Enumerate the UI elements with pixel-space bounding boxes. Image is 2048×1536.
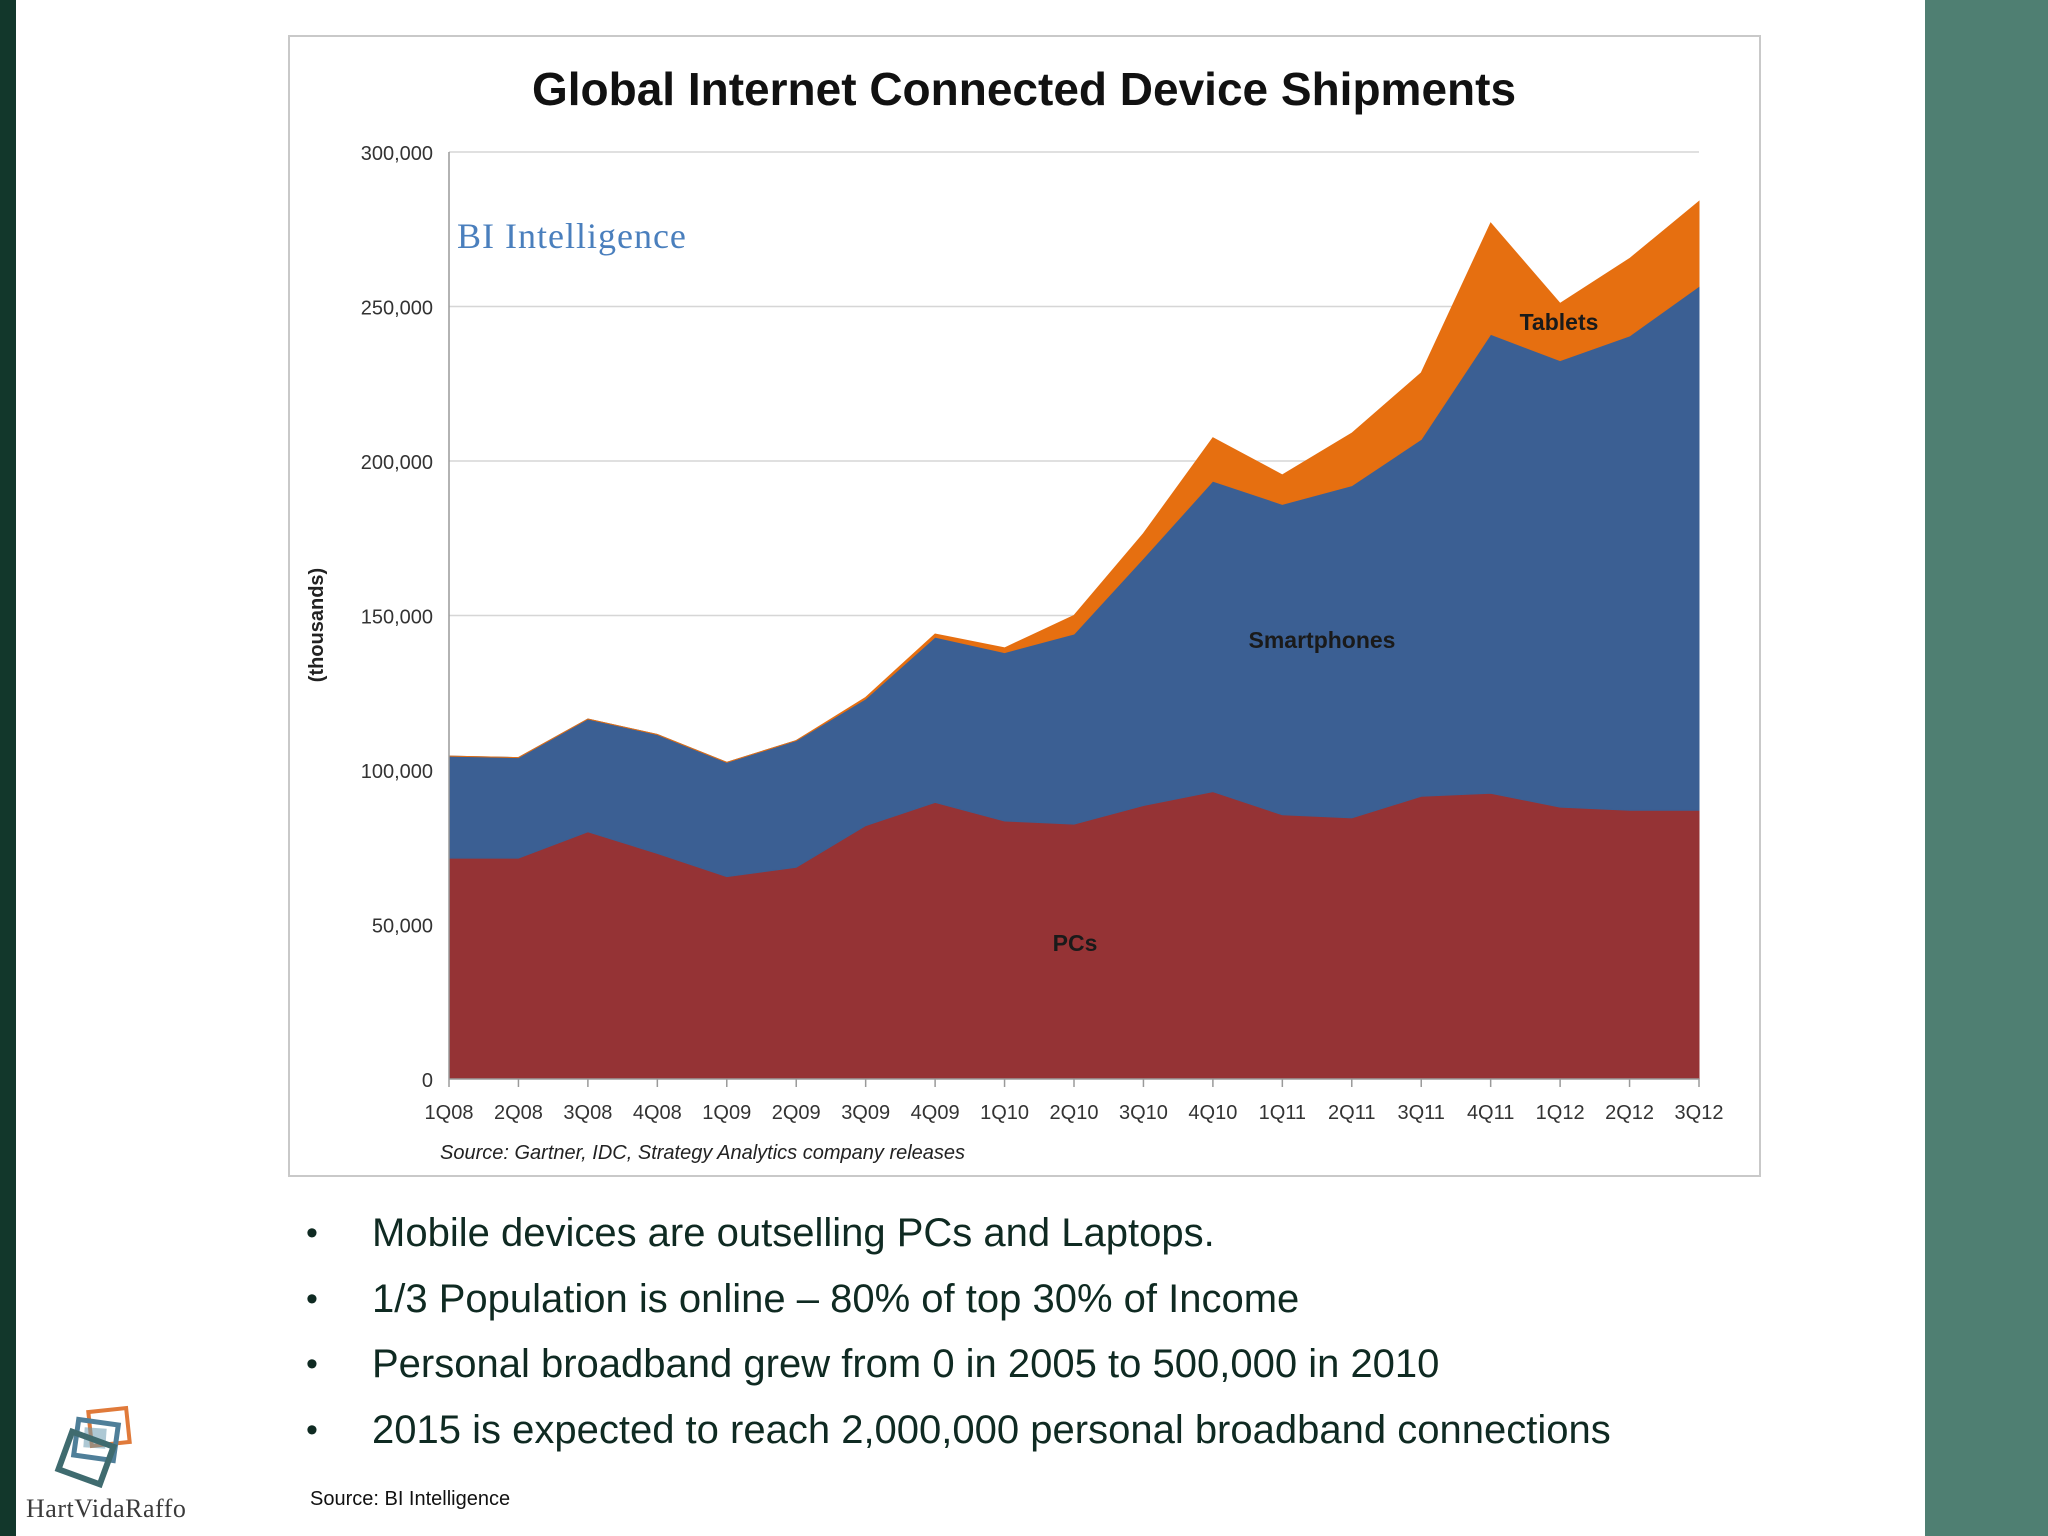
x-tick-label: 3Q08 — [563, 1102, 612, 1124]
bullet-item: 1/3 Population is online – 80% of top 30… — [300, 1271, 1750, 1337]
area-tablets — [448, 200, 1700, 763]
bullet-list: Mobile devices are outselling PCs and La… — [300, 1205, 1750, 1467]
x-tick-label: 1Q08 — [425, 1102, 474, 1124]
x-tick-label: 1Q10 — [980, 1102, 1029, 1124]
left-accent-bar — [0, 0, 16, 1536]
right-accent-bar — [1925, 0, 2048, 1536]
x-tick-label: 3Q12 — [1675, 1102, 1724, 1124]
x-tick-label: 4Q10 — [1188, 1102, 1237, 1124]
x-tick-label: 3Q09 — [841, 1102, 890, 1124]
bullet-item: Mobile devices are outselling PCs and La… — [300, 1205, 1750, 1271]
x-tick-label: 1Q09 — [702, 1102, 751, 1124]
y-tick-label: 200,000 — [361, 452, 433, 474]
x-tick-label: 3Q11 — [1397, 1102, 1444, 1124]
gridlines: 0 50,000 100,000 150,000 200,000 250,000 300,0… — [361, 143, 1699, 1092]
x-tick-label: 3Q10 — [1119, 1102, 1168, 1124]
area-smartphones — [448, 285, 1700, 878]
x-tick-label: 4Q11 — [1467, 1102, 1514, 1124]
chart-title: Global Internet Connected Device Shipmen… — [532, 63, 1516, 115]
x-tick-label: 1Q12 — [1536, 1102, 1585, 1124]
x-tick-label: 4Q09 — [911, 1102, 960, 1124]
axes: 1Q08 2Q08 3Q08 4Q08 1Q09 2Q09 3Q09 4Q09 1Q10 2Q10… — [425, 152, 1724, 1124]
y-tick-label: 0 — [422, 1070, 433, 1092]
logo-mark-icon — [54, 1405, 132, 1489]
x-tick-label: 2Q11 — [1328, 1102, 1375, 1124]
y-tick-label: 50,000 — [372, 916, 433, 938]
y-tick-label: 300,000 — [361, 143, 433, 165]
x-tick-label: 2Q10 — [1050, 1102, 1099, 1124]
series-label-pcs: PCs — [1053, 930, 1098, 956]
series-label-tablets: Tablets — [1520, 309, 1599, 335]
company-logo: HartVidaRaffo — [26, 1402, 226, 1523]
logo-wordmark: HartVidaRaffo — [26, 1494, 187, 1523]
x-tick-label: 1Q11 — [1259, 1102, 1306, 1124]
chart-frame: Global Internet Connected Device Shipmen… — [288, 35, 1761, 1177]
bullet-item: 2015 is expected to reach 2,000,000 pers… — [300, 1402, 1750, 1468]
chart-watermark: BI Intelligence — [457, 216, 687, 256]
slide-source: Source: BI Intelligence — [310, 1488, 511, 1510]
x-tick-label: 2Q09 — [772, 1102, 821, 1124]
chart-source-note: Source: Gartner, IDC, Strategy Analytics… — [440, 1142, 965, 1164]
x-tick-label: 4Q08 — [633, 1102, 682, 1124]
area-chart: Global Internet Connected Device Shipmen… — [306, 63, 1724, 1164]
series-label-smartphones: Smartphones — [1249, 627, 1396, 653]
y-axis-label: (thousands) — [306, 568, 328, 682]
y-tick-label: 250,000 — [361, 298, 433, 320]
bullet-item: Personal broadband grew from 0 in 2005 t… — [300, 1336, 1750, 1402]
x-tick-label: 2Q12 — [1605, 1102, 1654, 1124]
x-tick-label: 2Q08 — [494, 1102, 543, 1124]
y-tick-label: 100,000 — [361, 761, 433, 783]
y-tick-label: 150,000 — [361, 607, 433, 629]
